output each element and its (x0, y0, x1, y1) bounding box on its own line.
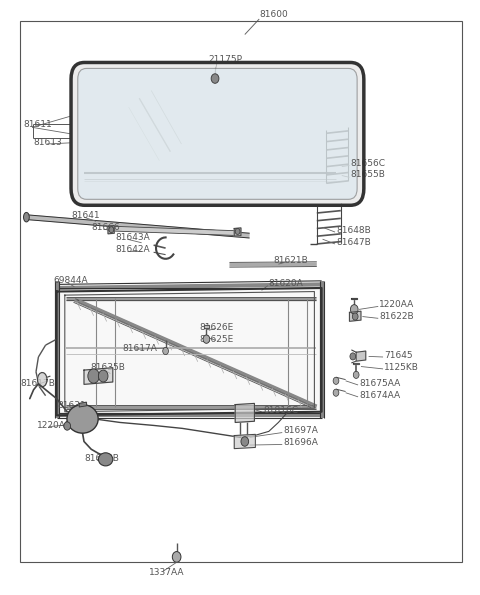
Text: 1220AB: 1220AB (37, 421, 72, 430)
Circle shape (350, 353, 356, 360)
Text: 21175P: 21175P (209, 55, 243, 64)
PathPatch shape (71, 62, 364, 205)
Circle shape (64, 422, 71, 430)
Text: 81696A: 81696A (283, 438, 318, 447)
Text: 81613: 81613 (34, 138, 62, 148)
Circle shape (235, 228, 240, 234)
Circle shape (241, 437, 249, 446)
Polygon shape (353, 363, 359, 364)
Text: 1125KB: 1125KB (384, 363, 419, 372)
Text: 81674AA: 81674AA (359, 390, 400, 400)
Polygon shape (84, 368, 113, 384)
Text: 81635B: 81635B (90, 362, 125, 372)
Polygon shape (79, 402, 86, 407)
Text: 81621B: 81621B (274, 255, 308, 265)
Text: 81617A: 81617A (122, 343, 157, 353)
Text: 81643A: 81643A (115, 233, 150, 243)
Text: 81641: 81641 (71, 211, 100, 220)
PathPatch shape (78, 68, 357, 199)
Polygon shape (351, 298, 357, 299)
Circle shape (172, 552, 181, 562)
Circle shape (350, 305, 358, 314)
Polygon shape (204, 325, 209, 328)
Circle shape (203, 335, 210, 343)
Text: 81642A: 81642A (115, 245, 150, 254)
Text: 81666: 81666 (91, 223, 120, 232)
Text: 81611: 81611 (23, 120, 52, 130)
Ellipse shape (24, 212, 29, 222)
Polygon shape (356, 351, 366, 361)
Text: 81622B: 81622B (379, 312, 414, 321)
Text: 81697A: 81697A (283, 426, 318, 436)
Circle shape (98, 370, 108, 382)
Circle shape (88, 369, 99, 383)
Text: 69844A: 69844A (54, 276, 88, 286)
Polygon shape (234, 434, 255, 449)
Text: 1220AA: 1220AA (379, 300, 414, 309)
Text: 81648B: 81648B (336, 226, 371, 235)
Text: 81655B: 81655B (350, 170, 385, 180)
Text: 81600: 81600 (259, 10, 288, 20)
Text: 81678B: 81678B (84, 453, 119, 463)
Circle shape (333, 389, 339, 396)
Polygon shape (234, 228, 241, 236)
Text: 81647B: 81647B (336, 237, 371, 247)
Circle shape (352, 313, 358, 320)
Text: 81625E: 81625E (199, 334, 233, 344)
Text: 81816C: 81816C (263, 406, 298, 415)
Polygon shape (108, 226, 114, 234)
Circle shape (163, 347, 168, 355)
Polygon shape (57, 288, 322, 415)
Circle shape (109, 227, 114, 233)
Polygon shape (235, 403, 254, 422)
Text: 81631: 81631 (58, 401, 86, 411)
Text: 81675AA: 81675AA (359, 378, 400, 388)
Text: 1337AA: 1337AA (149, 568, 184, 577)
Text: 81617B: 81617B (20, 379, 55, 389)
Text: 81626E: 81626E (199, 322, 233, 332)
Circle shape (353, 371, 359, 378)
Polygon shape (37, 372, 47, 387)
Circle shape (211, 74, 219, 83)
Ellipse shape (98, 453, 113, 466)
Text: 81620A: 81620A (269, 279, 303, 289)
Circle shape (333, 377, 339, 384)
Polygon shape (349, 311, 361, 321)
Ellipse shape (67, 405, 98, 433)
Text: 81656C: 81656C (350, 158, 385, 168)
Text: 71645: 71645 (384, 351, 413, 361)
